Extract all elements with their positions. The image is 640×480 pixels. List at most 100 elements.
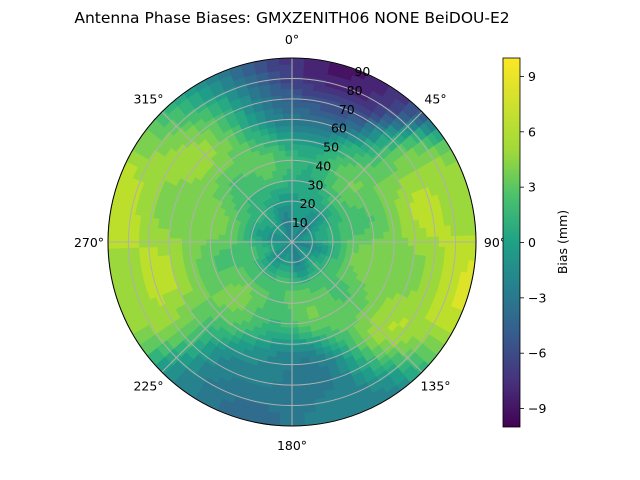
field-cell <box>291 94 303 102</box>
colorbar-tick-label: −6 <box>528 346 546 361</box>
field-cell <box>205 232 214 240</box>
field-cell <box>138 246 146 259</box>
field-cell <box>280 76 293 84</box>
field-cell <box>291 82 304 90</box>
field-cell <box>279 156 287 164</box>
radial-tick-label: 80 <box>347 83 363 98</box>
field-cell <box>283 180 289 188</box>
field-cell <box>370 244 379 252</box>
field-cell <box>298 131 308 140</box>
radial-tick-label: 30 <box>308 177 324 192</box>
field-cell <box>281 100 293 108</box>
field-cell <box>286 168 293 176</box>
field-cell <box>401 229 409 239</box>
field-cell <box>283 119 293 127</box>
field-cell <box>298 143 307 152</box>
field-cell <box>236 243 244 249</box>
field-cell <box>462 247 471 261</box>
field-cell <box>291 88 304 96</box>
field-cell <box>450 247 458 260</box>
field-cell <box>291 406 305 415</box>
field-cell <box>296 308 303 316</box>
field-cell <box>291 76 304 84</box>
field-cell <box>287 180 293 188</box>
field-cell <box>431 246 440 258</box>
field-cell <box>444 247 452 260</box>
field-cell <box>291 284 296 292</box>
field-cell <box>156 246 165 257</box>
field-cell <box>291 63 305 71</box>
field-cell <box>297 320 305 328</box>
field-cell <box>358 233 366 240</box>
field-cell <box>291 327 299 335</box>
field-cell <box>291 174 298 182</box>
field-cell <box>277 332 286 341</box>
field-cell <box>242 243 250 248</box>
field-cell <box>291 137 300 145</box>
field-cell <box>291 161 298 169</box>
field-cell <box>283 125 293 133</box>
field-cell <box>150 226 159 238</box>
field-cell <box>295 302 302 310</box>
field-cell <box>456 223 464 237</box>
field-cell <box>291 370 302 378</box>
angular-tick-label: 180° <box>277 438 307 453</box>
field-cell <box>282 174 289 182</box>
field-cell <box>291 155 299 163</box>
field-cell <box>181 245 189 254</box>
field-cell <box>199 244 207 252</box>
angular-tick-label: 270° <box>74 235 104 250</box>
field-cell <box>285 327 293 335</box>
colorbar <box>502 57 521 428</box>
field-cell <box>175 229 183 239</box>
field-cell <box>291 149 299 157</box>
field-cell <box>419 246 428 257</box>
colorbar-tick-label: 3 <box>528 180 536 195</box>
field-cell <box>291 315 298 323</box>
field-cell <box>277 143 286 152</box>
field-cell <box>383 244 391 253</box>
field-cell <box>370 226 378 234</box>
field-cell <box>283 357 293 365</box>
field-cell <box>282 370 293 378</box>
colorbar-tick-label: 0 <box>528 235 536 250</box>
colorbar-tick-label: −3 <box>528 290 546 305</box>
field-cell <box>113 247 122 261</box>
field-cell <box>299 351 309 359</box>
radial-tick-labels: 10 20 30 40 50 60 70 80 90 <box>292 64 371 230</box>
field-cell <box>456 247 464 261</box>
field-cell <box>211 244 220 251</box>
field-cell <box>156 227 165 238</box>
field-cell <box>193 244 201 253</box>
field-cell <box>291 339 300 347</box>
field-cell <box>175 245 183 255</box>
field-cell <box>298 332 307 341</box>
radial-tick-label: 10 <box>292 215 308 230</box>
chart-title: Antenna Phase Biases: GMXZENITH06 NONE B… <box>74 9 509 27</box>
field-cell <box>279 413 293 421</box>
field-cell <box>284 137 293 145</box>
field-cell <box>291 364 302 372</box>
field-cell <box>126 247 134 260</box>
field-cell <box>132 247 140 260</box>
field-cell <box>291 69 305 78</box>
field-cell <box>280 88 293 96</box>
field-cell <box>278 326 287 335</box>
field-cell <box>431 226 440 238</box>
field-cell <box>281 376 293 384</box>
field-cell <box>358 228 366 236</box>
field-cell <box>286 315 293 323</box>
field-cell <box>291 296 297 304</box>
field-cell <box>419 227 428 238</box>
field-cell <box>377 232 385 240</box>
field-cell <box>288 192 293 200</box>
field-cell <box>169 228 177 239</box>
field-cell <box>291 290 297 298</box>
field-cell <box>279 69 293 78</box>
angular-tick-label: 225° <box>133 379 163 394</box>
field-cell <box>206 250 214 258</box>
field-cell <box>279 406 293 415</box>
field-cell <box>230 243 238 249</box>
angular-gridline <box>161 111 293 243</box>
polar-grid <box>107 57 477 427</box>
